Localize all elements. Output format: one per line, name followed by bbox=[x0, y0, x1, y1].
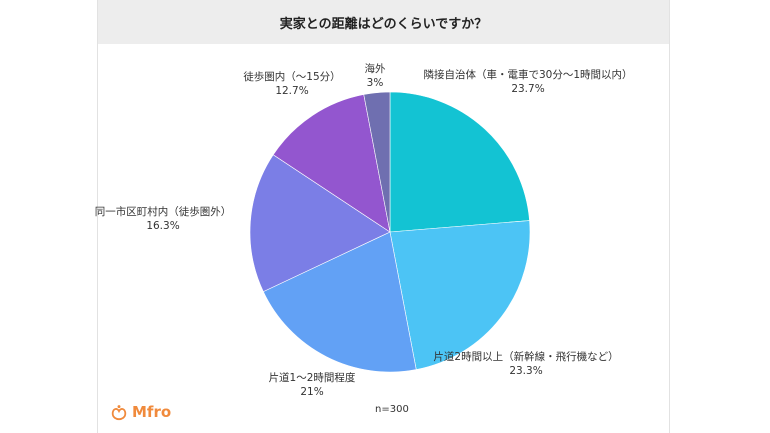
pie-slices bbox=[249, 91, 531, 373]
pie-slice-4 bbox=[249, 154, 391, 293]
pie-slice-1 bbox=[389, 91, 530, 233]
pie-labels: 隣接自治体（車・電車で30分〜1時間以内） 23.7% 片道2時間以上（新幹線・飛行… bbox=[95, 62, 633, 398]
sample-size-note: n=300 bbox=[375, 404, 409, 415]
slice-label-name-3: 片道1〜2時間程度 bbox=[269, 371, 356, 384]
logo-text: Mfro bbox=[132, 403, 172, 421]
mfro-logo: Mfro bbox=[110, 403, 171, 421]
mfro-logo-icon bbox=[111, 405, 127, 421]
slice-label-name-1: 隣接自治体（車・電車で30分〜1時間以内） bbox=[423, 68, 632, 81]
slice-label-name-6: 海外 bbox=[365, 62, 386, 75]
pie-slice-5 bbox=[272, 94, 391, 233]
chart-title: 実家との距離はどのくらいですか？ bbox=[98, 0, 669, 44]
pie-slice-3 bbox=[262, 231, 417, 373]
slice-label-value-3: 21% bbox=[300, 386, 323, 398]
slice-label-value-2: 23.3% bbox=[509, 365, 542, 377]
slice-label-name-5: 徒歩圏内（〜15分） bbox=[243, 70, 340, 83]
slice-label-name-4: 同一市区町村内（徒歩圏外） bbox=[95, 205, 232, 218]
slice-label-value-4: 16.3% bbox=[146, 220, 179, 232]
slice-label-value-5: 12.7% bbox=[275, 85, 308, 97]
slice-label-value-6: 3% bbox=[367, 77, 384, 89]
pie-slice-2 bbox=[389, 220, 531, 370]
slice-label-value-1: 23.7% bbox=[511, 83, 544, 95]
pie-slice-6 bbox=[363, 91, 391, 233]
slice-label-name-2: 片道2時間以上（新幹線・飛行機など） bbox=[433, 350, 618, 363]
